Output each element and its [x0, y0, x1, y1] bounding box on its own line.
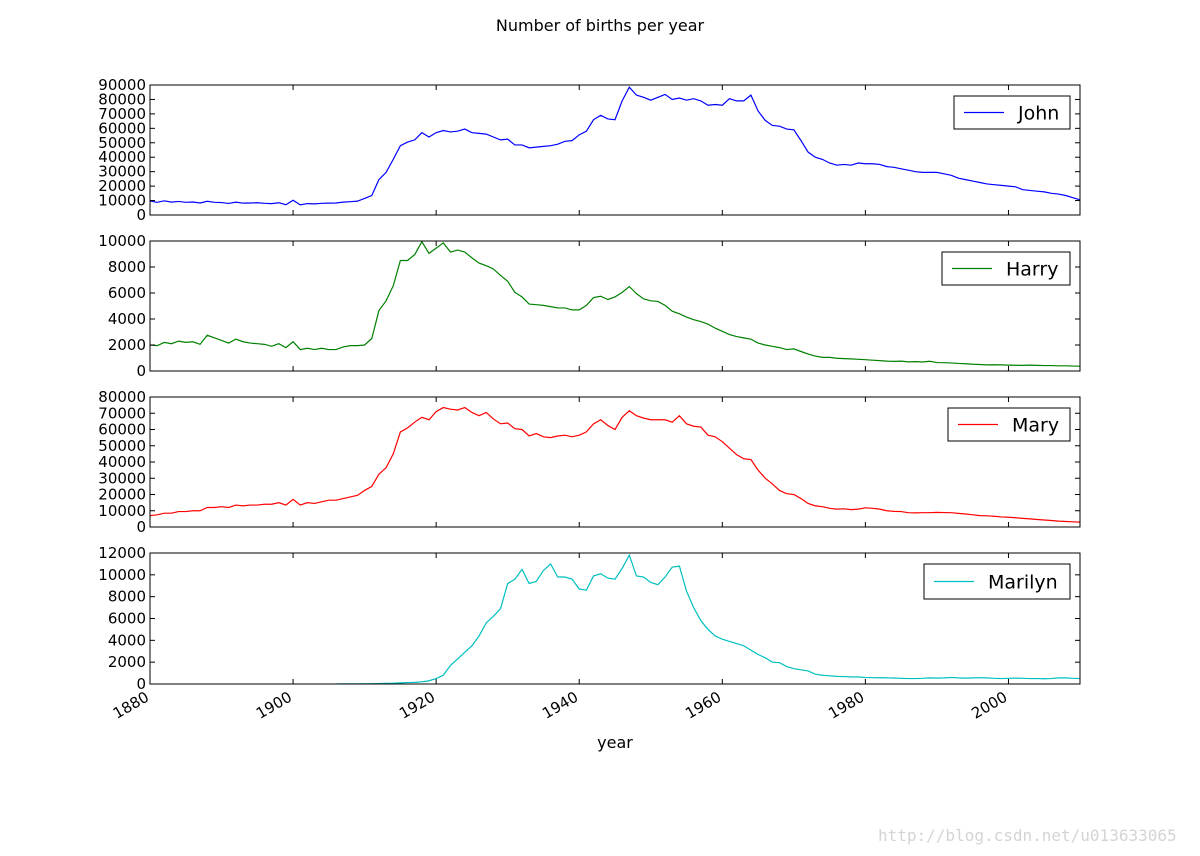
y-tick-label: 10000 [98, 566, 146, 584]
y-tick-label: 20000 [98, 177, 146, 195]
chart-title: Number of births per year [496, 16, 705, 35]
x-tick-label: 2000 [968, 688, 1010, 723]
legend-label: Harry [1006, 259, 1058, 281]
y-tick-label: 40000 [98, 453, 146, 471]
y-tick-label: 60000 [98, 119, 146, 137]
x-tick-label: 1980 [825, 688, 867, 723]
y-tick-label: 12000 [98, 544, 146, 562]
y-tick-label: 20000 [98, 486, 146, 504]
y-tick-label: 8000 [108, 258, 146, 276]
series-line-harry [149, 240, 1081, 367]
series-line-john [149, 86, 1081, 206]
y-tick-label: 10000 [98, 192, 146, 210]
legend-harry: Harry [941, 251, 1071, 286]
x-tick-label: 1960 [682, 688, 724, 723]
series-line-marilyn [335, 553, 1081, 685]
y-tick-label: 80000 [98, 388, 146, 406]
y-tick-label: 0 [136, 362, 146, 380]
y-tick-label: 6000 [108, 284, 146, 302]
y-tick-label: 2000 [108, 336, 146, 354]
x-axis-label: year [597, 733, 633, 752]
y-tick-label: 70000 [98, 105, 146, 123]
subplot-john: 0100002000030000400005000060000700008000… [98, 76, 1081, 224]
y-tick-label: 10000 [98, 232, 146, 250]
y-tick-label: 50000 [98, 134, 146, 152]
y-tick-label: 4000 [108, 631, 146, 649]
legend-label: Marilyn [988, 572, 1058, 594]
subplot-mary: 0100002000030000400005000060000700008000… [98, 388, 1081, 536]
y-tick-label: 0 [136, 518, 146, 536]
subplot-marilyn: 0 2000 4000 6000 8000 10000 12000 Marilyn [98, 544, 1081, 693]
subplot-panels: 0100002000030000400005000060000700008000… [98, 76, 1081, 693]
y-tick-label: 30000 [98, 469, 146, 487]
subplot-harry: 0 2000 4000 6000 8000 10000 Harry [98, 232, 1081, 380]
axes-frame [149, 240, 1081, 372]
y-tick-label: 90000 [98, 76, 146, 94]
legend-mary: Mary [947, 407, 1071, 442]
y-tick-label: 0 [136, 675, 146, 693]
x-tick-label: 1880 [110, 688, 152, 723]
y-tick-label: 80000 [98, 90, 146, 108]
y-tick-label: 50000 [98, 437, 146, 455]
y-tick-label: 4000 [108, 310, 146, 328]
x-tick-label: 1940 [539, 688, 581, 723]
y-tick-label: 8000 [108, 588, 146, 606]
y-tick-label: 10000 [98, 502, 146, 520]
axes-frame [149, 84, 1081, 216]
legend-john: John [953, 95, 1071, 130]
y-tick-label: 2000 [108, 653, 146, 671]
y-tick-label: 30000 [98, 163, 146, 181]
legend-label: Mary [1012, 415, 1059, 437]
x-axis-ticks: 1880 1900 1920 1940 1960 1980 2000 [110, 688, 1011, 723]
x-tick-label: 1920 [396, 688, 438, 723]
y-tick-label: 40000 [98, 148, 146, 166]
legend-label: John [1017, 103, 1059, 125]
legend-marilyn: Marilyn [923, 563, 1071, 600]
x-tick-label: 1900 [253, 688, 295, 723]
watermark-text: http://blog.csdn.net/u013633065 [878, 826, 1177, 845]
axes-frame [149, 396, 1081, 528]
y-tick-label: 0 [136, 206, 146, 224]
series-line-mary [149, 406, 1081, 523]
y-tick-label: 60000 [98, 421, 146, 439]
y-tick-label: 70000 [98, 404, 146, 422]
y-tick-label: 6000 [108, 610, 146, 628]
